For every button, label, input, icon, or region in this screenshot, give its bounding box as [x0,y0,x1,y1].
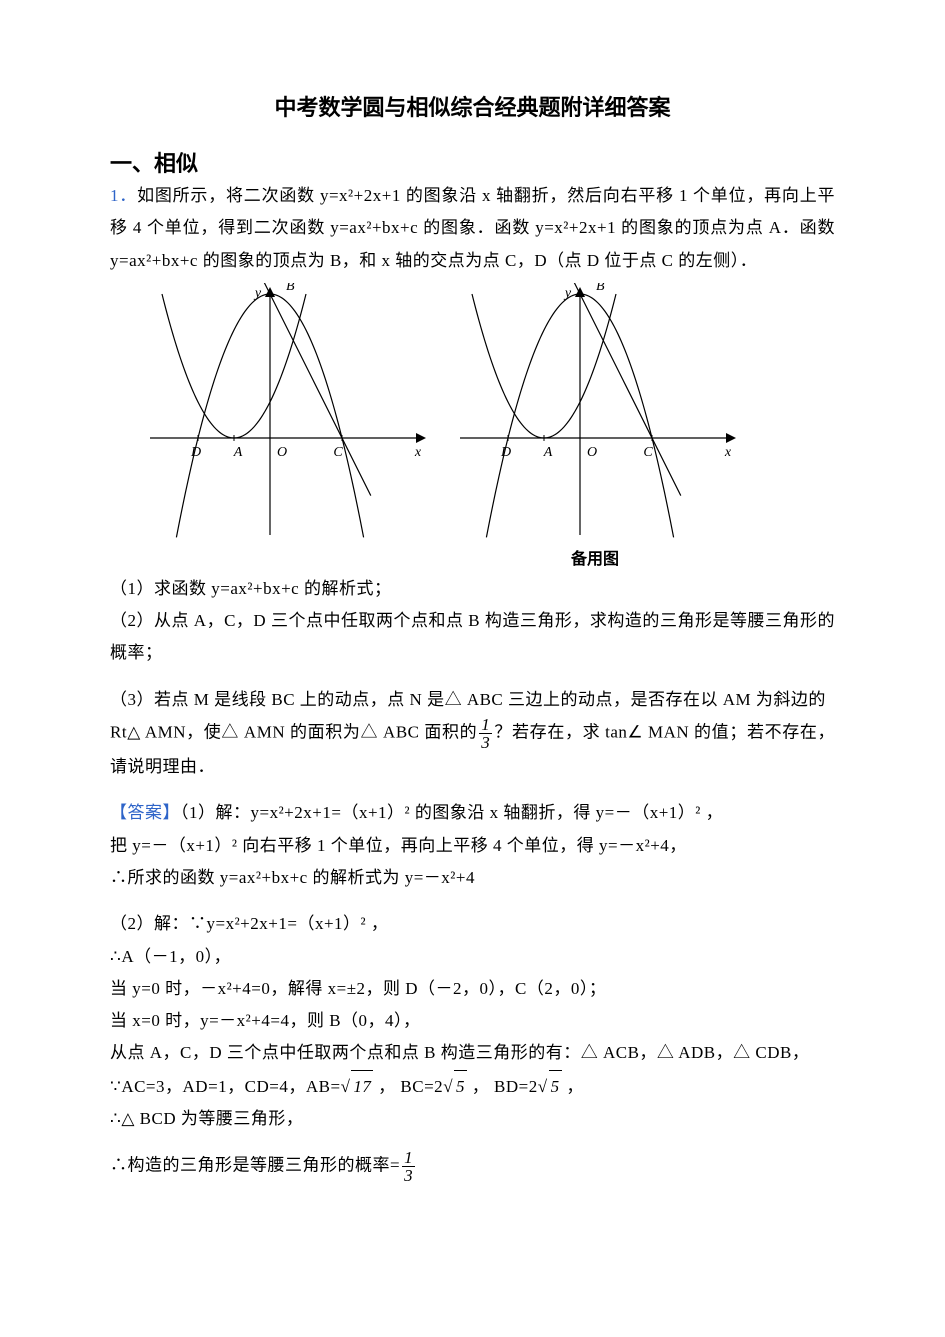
q1-sub2: （2）从点 A，C，D 三个点中任取两个点和点 B 构造三角形，求构造的三角形是… [110,605,835,670]
page: 中考数学圆与相似综合经典题附详细答案 一、相似 1．如图所示，将二次函数 y=x… [0,0,945,1337]
answer-p8: 从点 A，C，D 三个点中任取两个点和点 B 构造三角形的有：△ ACB，△ A… [110,1037,835,1069]
question-number: 1． [110,186,137,205]
answer-p4: （2）解：∵y=x²+2x+1=（x+1）² ， [110,908,835,940]
answer-p10: ∴△ BCD 为等腰三角形， [110,1103,835,1135]
fraction-1-3: 13 [479,716,492,751]
ans-p1: （1）解：y=x²+2x+1=（x+1）² 的图象沿 x 轴翻折，得 y=－（x… [180,803,723,822]
q1-sub3b: Rt△ AMN，使△ AMN 的面积为△ ABC 面积的13？若存在，求 tan… [110,716,835,783]
sqrt-icon: √ [341,1077,351,1096]
p9a: ∵AC=3，AD=1，CD=4，AB= [110,1077,341,1096]
sqrt-icon: √ [443,1077,453,1096]
p9c: ， BD=2 [467,1077,538,1096]
frac-den-b: 3 [402,1167,415,1184]
figure-right-caption: 备用图 [571,545,619,569]
p9b: ， BC=2 [373,1077,443,1096]
svg-text:B: B [286,283,295,294]
answer-label: 【答案】 [110,803,180,822]
q1-sub3b-text: Rt△ AMN，使△ AMN 的面积为△ ABC 面积的 [110,722,477,741]
sqrt-17: 17 [351,1070,373,1103]
section-heading: 一、相似 [110,146,835,178]
svg-text:y: y [563,286,572,301]
svg-text:B: B [596,283,605,294]
answer-p11: ∴构造的三角形是等腰三角形的概率=13 [110,1149,835,1184]
sqrt-5b: 5 [549,1070,562,1103]
q1-text: 如图所示，将二次函数 y=x²+2x+1 的图象沿 x 轴翻折，然后向右平移 1… [110,186,835,270]
fraction-1-3-b: 13 [402,1149,415,1184]
figure-left: y x B D A O C [140,283,430,569]
svg-text:C: C [333,445,343,460]
svg-text:y: y [253,286,262,301]
answer-p5: ∴A（－1，0）， [110,941,835,973]
figure-right: y x B D A O C 备用图 [450,283,740,569]
sqrt-5a: 5 [454,1070,467,1103]
svg-text:x: x [414,445,422,460]
answer-p2: 把 y=－（x+1）² 向右平移 1 个单位，再向上平移 4 个单位，得 y=－… [110,830,835,862]
answer-p7: 当 x=0 时，y=－x²+4=4，则 B（0，4）， [110,1005,835,1037]
figure-right-svg: y x B D A O C [450,283,740,543]
frac-den: 3 [479,734,492,751]
p9d: ， [562,1077,584,1096]
answer-p9: ∵AC=3，AD=1，CD=4，AB=√17 ， BC=2√5 ， BD=2√5… [110,1070,835,1103]
svg-text:A: A [543,445,553,460]
svg-text:x: x [724,445,732,460]
spacer [110,783,835,797]
figure-left-svg: y x B D A O C [140,283,430,543]
svg-text:D: D [190,445,201,460]
spacer [110,670,835,684]
svg-text:O: O [277,445,287,460]
svg-text:O: O [587,445,597,460]
spacer [110,894,835,908]
q1-sub3a: （3）若点 M 是线段 BC 上的动点，点 N 是△ ABC 三边上的动点，是否… [110,684,835,716]
page-title: 中考数学圆与相似综合经典题附详细答案 [110,90,835,122]
p11-text: ∴构造的三角形是等腰三角形的概率= [110,1156,400,1175]
q1-sub1: （1）求函数 y=ax²+bx+c 的解析式； [110,573,835,605]
sqrt-icon: √ [538,1077,548,1096]
svg-text:D: D [500,445,511,460]
frac-num: 1 [479,716,492,734]
frac-num-b: 1 [402,1149,415,1167]
svg-text:C: C [643,445,653,460]
answer-p3: ∴所求的函数 y=ax²+bx+c 的解析式为 y=－x²+4 [110,862,835,894]
svg-text:A: A [233,445,243,460]
answer-p1: 【答案】（1）解：y=x²+2x+1=（x+1）² 的图象沿 x 轴翻折，得 y… [110,797,835,829]
question-1-intro: 1．如图所示，将二次函数 y=x²+2x+1 的图象沿 x 轴翻折，然后向右平移… [110,180,835,277]
answer-p6: 当 y=0 时，－x²+4=0，解得 x=±2，则 D（－2，0），C（2，0）… [110,973,835,1005]
figures-row: y x B D A O C y x B D A O C 备用图 [140,283,835,569]
spacer [110,1135,835,1149]
